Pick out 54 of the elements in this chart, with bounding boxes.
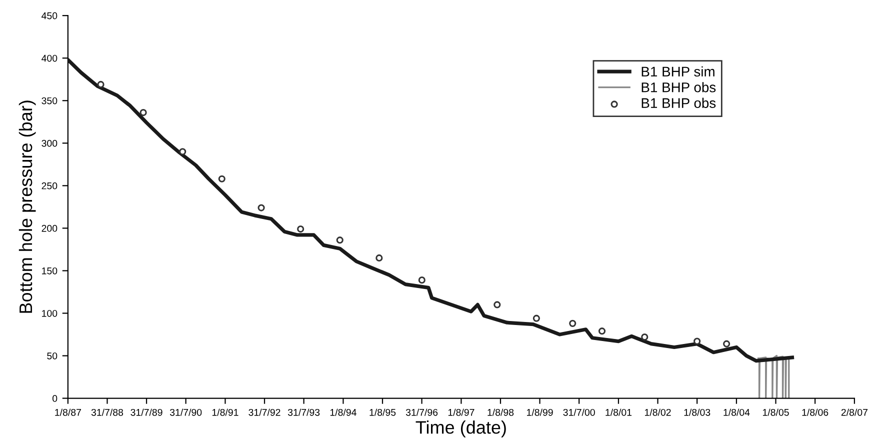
y-tick-label: 100 (42, 310, 58, 317)
x-tick-label: 31/7/96 (406, 408, 438, 416)
x-tick-label: 31/7/93 (288, 408, 320, 416)
x-tick-label: 1/8/98 (488, 408, 514, 416)
x-tick-label: 31/7/88 (91, 408, 124, 416)
point (140, 108, 147, 116)
point (218, 175, 226, 182)
point (336, 236, 344, 244)
y-tick-label: 250 (42, 182, 58, 190)
legend-label: B1 BHP obs (642, 82, 716, 92)
x-tick-label: 31/7/89 (130, 408, 162, 416)
x-tick-label: 1/8/03 (684, 408, 710, 416)
y-tick-label: 450 (42, 12, 58, 20)
x-tick-label: 1/8/02 (644, 408, 671, 416)
y-tick-label: 300 (42, 140, 58, 147)
x-tick-label: 1/8/97 (448, 408, 474, 416)
line-series (757, 354, 790, 398)
x-tick-label: 2/8/07 (841, 408, 868, 416)
x-axis-title: Time (date) (416, 420, 506, 438)
point (641, 334, 648, 341)
legend-label: B1 BHP obs (642, 98, 716, 108)
x-tick-label: 1/8/01 (606, 408, 632, 416)
point (258, 204, 265, 212)
point (569, 320, 576, 327)
line-series (68, 58, 794, 363)
y-tick-label: 350 (42, 97, 58, 104)
x-tick-label: 31/7/92 (248, 408, 280, 416)
y-tick-label: 150 (42, 267, 58, 274)
point (418, 276, 426, 284)
x-tick-label: 31/7/90 (170, 408, 202, 416)
y-tick-label: 0 (52, 395, 58, 402)
x-tick-label: 1/8/04 (724, 408, 750, 416)
point (297, 225, 304, 233)
x-tick-label: 31/7/00 (563, 408, 595, 416)
point (97, 80, 104, 88)
y-tick-label: 400 (42, 54, 58, 62)
x-tick-label: 1/8/91 (212, 408, 238, 416)
point (723, 340, 730, 348)
x-tick-label: 1/8/95 (370, 408, 396, 416)
x-tick-label: 1/8/94 (330, 408, 356, 416)
x-tick-label: 1/8/99 (527, 408, 553, 416)
y-axis-title: Bottom hole pressure (bar) (18, 100, 36, 313)
x-tick-label: 1/8/87 (55, 408, 81, 416)
y-tick-label: 50 (47, 352, 58, 360)
x-tick-label: 1/8/06 (802, 408, 828, 416)
point (598, 328, 606, 335)
x-tick-label: 1/8/05 (762, 408, 789, 416)
point (179, 148, 186, 156)
legend-label: B1 BHP sim (642, 66, 714, 77)
y-tick-label: 200 (42, 224, 58, 232)
point (494, 301, 501, 308)
point (376, 254, 383, 262)
point (532, 314, 540, 322)
point (694, 338, 701, 345)
